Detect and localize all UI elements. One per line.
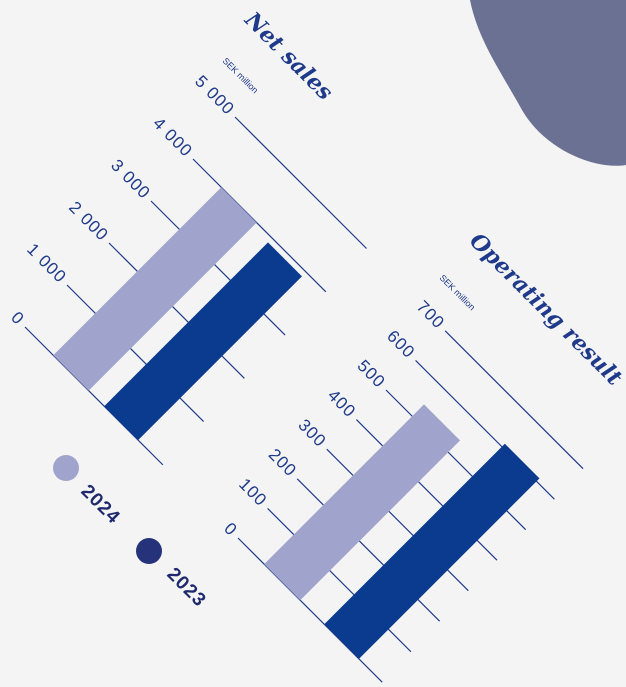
y-tick-label: 500 (354, 356, 390, 392)
decorative-blob (470, 0, 626, 166)
y-tick-label: 0 (7, 308, 28, 329)
y-tick-label: 1 000 (23, 240, 70, 287)
bar (324, 443, 540, 659)
legend-marker (53, 455, 79, 481)
bar (53, 187, 257, 391)
bar (104, 242, 302, 441)
y-tick-label: 3 000 (107, 156, 154, 203)
bar (264, 404, 461, 601)
chart-title: Operating result (464, 228, 626, 391)
unit-label: SEK million (221, 56, 261, 96)
y-tick-label: 700 (413, 297, 449, 333)
grid-line (234, 116, 367, 249)
grid-line (24, 326, 164, 466)
y-tick-label: 4 000 (149, 114, 196, 161)
grid-line (444, 330, 584, 470)
y-tick-label: 0 (220, 519, 241, 540)
y-tick-label: 5 000 (191, 72, 238, 119)
grid-line (192, 158, 327, 293)
y-tick-label: 300 (294, 415, 330, 451)
y-tick-label: 100 (235, 475, 271, 511)
y-tick-label: 600 (383, 327, 419, 363)
legend-label: 2023 (163, 564, 211, 612)
legend-marker (136, 538, 162, 564)
grid-line (66, 284, 205, 423)
y-tick-label: 200 (265, 445, 301, 481)
y-tick-label: 400 (324, 386, 360, 422)
unit-label: SEK million (438, 273, 478, 313)
legend-label: 2024 (77, 481, 125, 529)
y-tick-label: 2 000 (65, 198, 112, 245)
